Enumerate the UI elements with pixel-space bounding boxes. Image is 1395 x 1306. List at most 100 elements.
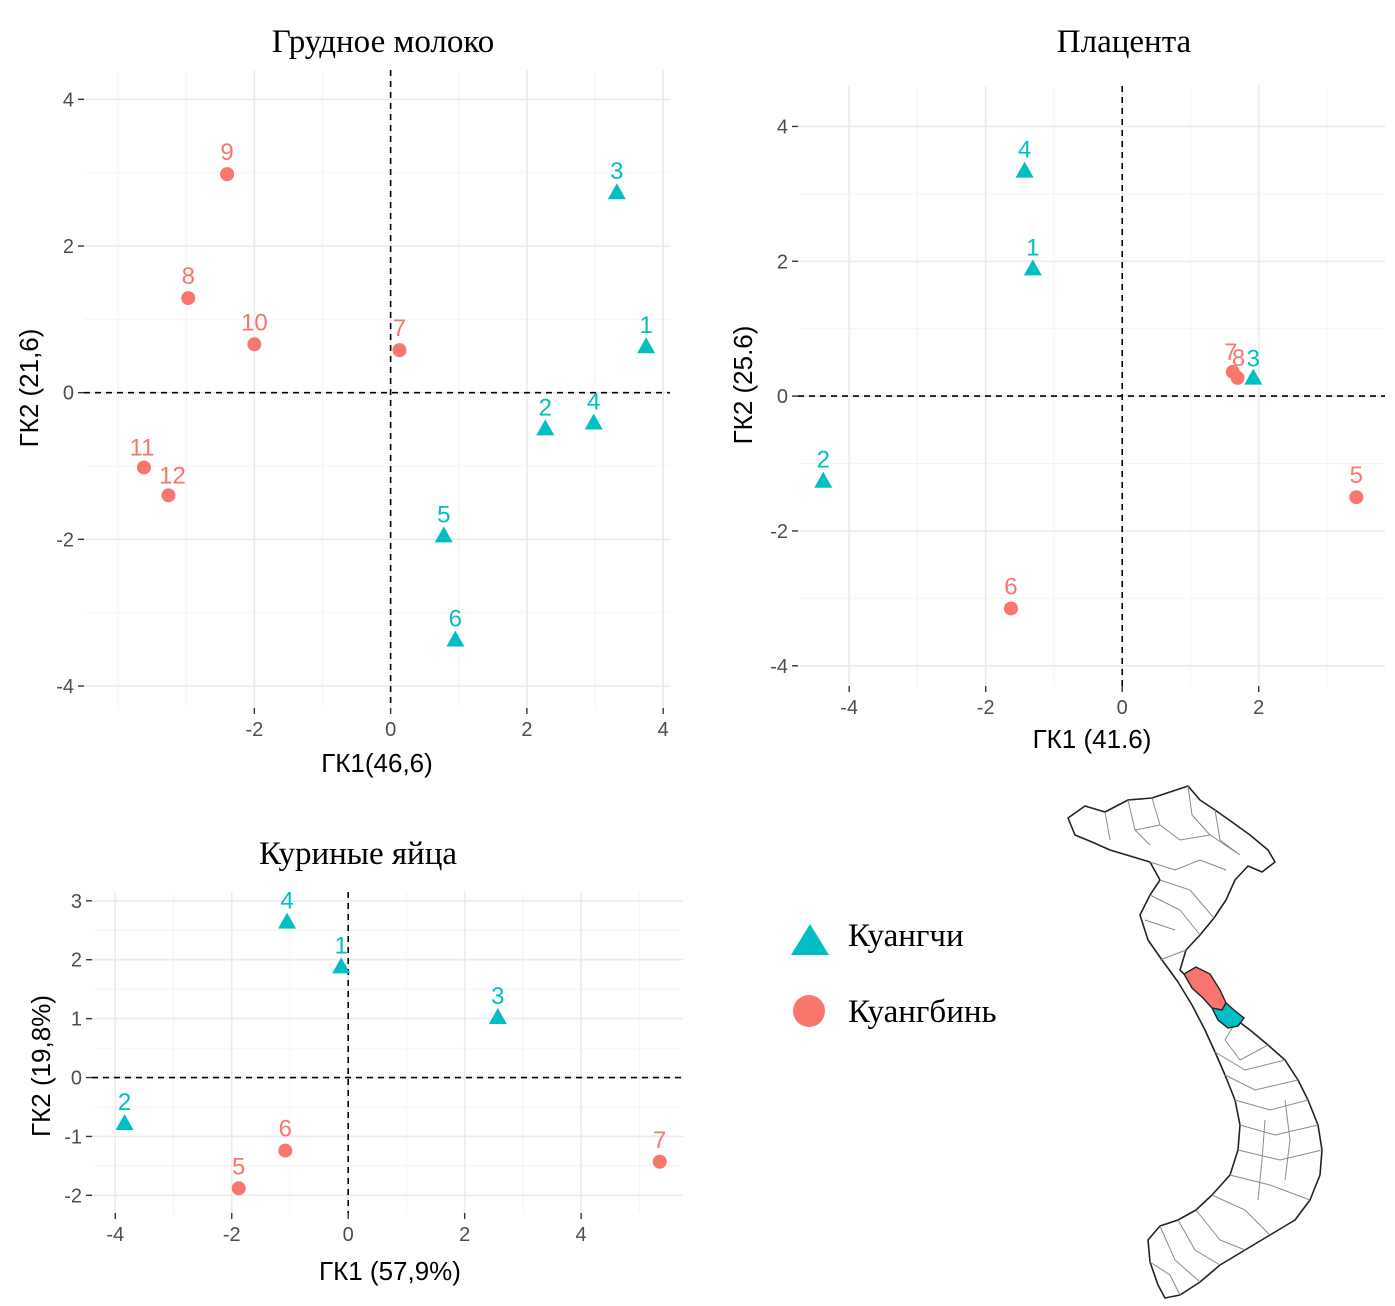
data-point-circle xyxy=(181,291,196,306)
data-point-triangle xyxy=(278,912,297,929)
data-point-triangle xyxy=(488,1008,507,1025)
data-point-circle xyxy=(136,460,151,475)
x-tick-label: 2 xyxy=(521,719,532,741)
point-label: 11 xyxy=(130,434,155,461)
panel-placenta: -4 -2 0 2 -4 -2 0 2 4 1 2 3 4 5 6 78 Плацента ГК1 (41.6… xyxy=(728,24,1385,754)
data-point-triangle xyxy=(446,630,465,647)
legend-label: Куангбинь xyxy=(848,994,997,1030)
point-label: 3 xyxy=(610,158,623,185)
x-axis-label: ГК1 (41.6) xyxy=(1033,724,1152,754)
plot-area: -4 -2 0 2 -4 -2 0 2 4 1 2 3 4 5 6 78 xyxy=(770,86,1385,719)
y-axis-label: ГК2 (25.6) xyxy=(728,326,758,445)
point-label: 6 xyxy=(1004,573,1017,600)
x-tick-label: 2 xyxy=(1253,697,1264,719)
point-label: 3 xyxy=(1247,346,1260,373)
data-point-triangle xyxy=(607,183,626,200)
y-tick-label: 4 xyxy=(63,89,74,111)
x-axis-label: ГК1(46,6) xyxy=(321,748,433,778)
point-label: 6 xyxy=(279,1116,292,1143)
x-tick-label: 4 xyxy=(576,1224,587,1246)
legend-item-quang-tri: Куангчи xyxy=(791,918,964,955)
point-label: 10 xyxy=(241,309,268,336)
data-point-circle xyxy=(1349,490,1364,505)
panel-title: Куриные яйца xyxy=(259,836,457,872)
data-point-triangle xyxy=(637,337,656,354)
y-tick-label: -2 xyxy=(56,529,74,551)
point-label: 1 xyxy=(335,932,348,959)
data-point-triangle xyxy=(814,471,833,488)
x-tick-label: -2 xyxy=(245,719,263,741)
data-point-circle xyxy=(161,488,176,503)
point-label: 4 xyxy=(1018,137,1031,164)
x-tick-label: -4 xyxy=(106,1224,124,1246)
point-label: 4 xyxy=(280,888,293,915)
data-point-circle xyxy=(220,167,235,182)
data-point-circle xyxy=(1003,601,1018,616)
point-label: 2 xyxy=(118,1089,131,1116)
point-label: 7 xyxy=(393,315,406,342)
data-point-triangle xyxy=(115,1114,134,1131)
y-tick-label: -4 xyxy=(56,676,74,698)
data-point-circle xyxy=(1230,370,1245,385)
x-tick-label: 0 xyxy=(385,719,396,741)
x-tick-label: 0 xyxy=(1117,697,1128,719)
point-label: 3 xyxy=(491,983,504,1010)
point-label: 5 xyxy=(1350,462,1363,489)
data-point-triangle xyxy=(536,419,555,436)
y-axis-label: ГК2 (19,8%) xyxy=(26,995,56,1137)
data-point-triangle xyxy=(434,526,453,543)
point-label: 8 xyxy=(1232,345,1245,372)
point-label: 4 xyxy=(587,388,600,415)
point-label: 5 xyxy=(232,1153,245,1180)
panel-chicken-eggs: -4 -2 0 2 4 -2 -1 0 1 2 3 1 2 3 4 5 6 7 Куриные яйца ГК1 … xyxy=(26,836,683,1286)
point-label: 1 xyxy=(1026,234,1039,261)
legend-circle-icon xyxy=(793,995,825,1027)
y-tick-label: 0 xyxy=(63,383,74,405)
point-label: 5 xyxy=(437,501,450,528)
point-label: 12 xyxy=(159,462,186,489)
point-label: 2 xyxy=(817,447,830,474)
y-tick-label: -1 xyxy=(64,1126,82,1148)
legend-label: Куангчи xyxy=(848,918,964,954)
legend-triangle-icon xyxy=(791,924,829,955)
map-province-borders xyxy=(1104,785,1323,1296)
vietnam-map-icon xyxy=(1067,785,1323,1299)
point-label: 7 xyxy=(653,1127,666,1154)
y-tick-label: -4 xyxy=(770,656,788,678)
data-point-circle xyxy=(278,1143,293,1158)
y-tick-label: 3 xyxy=(71,891,82,913)
data-point-circle xyxy=(652,1154,667,1169)
legend-item-quang-binh: Куангбинь xyxy=(793,994,997,1030)
x-axis-label: ГК1 (57,9%) xyxy=(319,1256,461,1286)
x-tick-label: 2 xyxy=(459,1224,470,1246)
panel-title: Грудное молоко xyxy=(272,24,495,60)
x-tick-label: -2 xyxy=(977,697,995,719)
y-axis-label: ГК2 (21,6) xyxy=(14,329,44,448)
point-label: 8 xyxy=(182,263,195,290)
data-point-triangle xyxy=(584,413,603,430)
y-tick-label: 1 xyxy=(71,1009,82,1031)
point-label: 2 xyxy=(539,394,552,421)
plot-area: -4 -2 0 2 4 -2 -1 0 1 2 3 1 2 3 4 5 6 7 xyxy=(64,888,683,1246)
y-tick-label: -2 xyxy=(64,1185,82,1207)
data-point-triangle xyxy=(332,957,351,974)
map-outline xyxy=(1067,785,1323,1299)
x-tick-label: 0 xyxy=(343,1224,354,1246)
data-point-circle xyxy=(247,337,262,352)
y-tick-label: 2 xyxy=(71,950,82,972)
x-tick-label: -4 xyxy=(840,697,858,719)
y-tick-label: 4 xyxy=(777,116,788,138)
point-label: 6 xyxy=(449,606,462,633)
y-tick-label: 2 xyxy=(63,236,74,258)
y-tick-label: -2 xyxy=(770,521,788,543)
point-label: 1 xyxy=(639,312,652,339)
data-point-triangle xyxy=(1015,161,1034,178)
data-point-triangle xyxy=(1023,259,1042,276)
x-tick-label: 4 xyxy=(658,719,669,741)
y-tick-label: 0 xyxy=(777,386,788,408)
data-point-circle xyxy=(392,343,407,358)
x-tick-label: -2 xyxy=(223,1224,241,1246)
